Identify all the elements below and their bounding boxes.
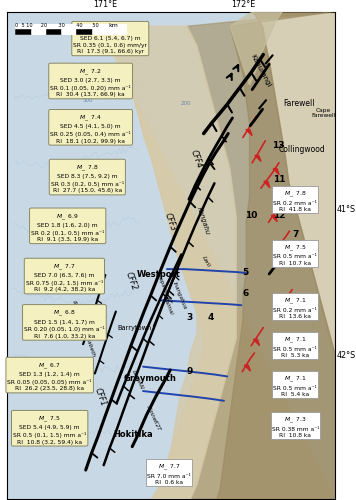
Text: 172°E: 172°E: [231, 0, 255, 9]
Text: Kahurangi: Kahurangi: [250, 54, 272, 88]
Bar: [77, 28, 92, 34]
Text: $\it{M}$_  7.5
SED 5.4 (4.9, 5.9) m
SR 0.5 (0.1, 1.5) mm a⁻¹
RI  10.8 (3.2, 59.4: $\it{M}$_ 7.5 SED 5.4 (4.9, 5.9) m SR 0.…: [13, 414, 87, 444]
Text: CFF4: CFF4: [189, 148, 204, 170]
Polygon shape: [264, 182, 270, 188]
Text: Paparoa RF: Paparoa RF: [156, 273, 173, 304]
Polygon shape: [277, 308, 283, 314]
Text: 5: 5: [242, 268, 249, 277]
Text: Greymouth: Greymouth: [123, 374, 176, 383]
Text: $\it{M}$_  7.7
SED 7.0 (6.3, 7.6) m
SR 0.75 (0.2, 1.5) mm a⁻¹
RI  9.2 (4.2, 38.2: $\it{M}$_ 7.7 SED 7.0 (6.3, 7.6) m SR 0.…: [26, 262, 103, 292]
Text: $\it{M}$_  6.7
SED 1.3 (1.2, 1.4) m
SR 0.05 (0.05, 0.05) mm a⁻¹
RI  26.2 (23.5, : $\it{M}$_ 6.7 SED 1.3 (1.2, 1.4) m SR 0.…: [7, 362, 92, 392]
Text: Barrytown: Barrytown: [117, 324, 151, 330]
Text: $\it{M}$_  7.5
SR 0.5 mm a⁻¹
RI  10.7 ka: $\it{M}$_ 7.5 SR 0.5 mm a⁻¹ RI 10.7 ka: [273, 244, 317, 266]
Text: 12: 12: [273, 211, 286, 220]
Polygon shape: [271, 216, 277, 222]
Text: 10: 10: [245, 211, 257, 220]
Polygon shape: [187, 12, 335, 500]
Text: 200: 200: [180, 101, 191, 106]
Polygon shape: [99, 12, 335, 500]
Text: Cape
Farewell: Cape Farewell: [311, 108, 335, 118]
Polygon shape: [286, 296, 292, 302]
Text: Lwii: Lwii: [201, 255, 211, 268]
Text: Kongahu: Kongahu: [196, 206, 210, 236]
Text: $\it{M}$_  7.7
SR 7.0 mm a⁻¹
RI  0.6 ka: $\it{M}$_ 7.7 SR 7.0 mm a⁻¹ RI 0.6 ka: [147, 463, 191, 485]
Text: CFF1: CFF1: [93, 386, 108, 407]
Text: 8: 8: [293, 248, 299, 258]
Polygon shape: [246, 130, 252, 136]
Polygon shape: [217, 12, 335, 500]
Text: Farewell: Farewell: [283, 99, 314, 108]
Text: 42°S: 42°S: [336, 351, 356, 360]
Bar: [92, 28, 107, 34]
Text: 7: 7: [293, 230, 299, 239]
Text: $\it{M}$_  7.8
SED 8.3 (7.5, 9.2) m
SR 0.3 (0.2, 0.5) mm a⁻¹
RI  27.7 (15.0, 45.: $\it{M}$_ 7.8 SED 8.3 (7.5, 9.2) m SR 0.…: [51, 164, 124, 194]
Text: 11: 11: [273, 176, 286, 184]
Text: Hokitika: Hokitika: [114, 430, 153, 440]
Polygon shape: [280, 202, 287, 208]
Text: $\it{M}$_  7.6
SED 6.1 (5.4, 6.7) m
SR 0.35 (0.1, 0.6) mm/yr
RI  17.3 (9.1, 66.6: $\it{M}$_ 7.6 SED 6.1 (5.4, 6.7) m SR 0.…: [73, 26, 147, 54]
Bar: [46, 28, 61, 34]
Text: Elizabeth: Elizabeth: [83, 330, 96, 358]
Text: Westport: Westport: [136, 270, 180, 280]
Text: 6: 6: [242, 289, 249, 298]
Text: $\it{M}$_  7.4
SED 4.5 (4.1, 5.0) m
SR 0.25 (0.05, 0.4) mm a⁻¹
RI  18.1 (10.2, 9: $\it{M}$_ 7.4 SED 4.5 (4.1, 5.0) m SR 0.…: [50, 114, 131, 144]
Text: CFF3: CFF3: [163, 212, 178, 233]
Bar: [15, 24, 127, 35]
Text: km: km: [109, 23, 119, 28]
Text: BrunAN: BrunAN: [131, 370, 144, 390]
Text: 9: 9: [187, 367, 193, 376]
Polygon shape: [279, 244, 284, 250]
Text: $\it{M}$_  7.1
SR 0.5 mm a⁻¹
RI  5.3 ka: $\it{M}$_ 7.1 SR 0.5 mm a⁻¹ RI 5.3 ka: [273, 336, 317, 358]
Polygon shape: [255, 156, 261, 162]
Text: 171°E: 171°E: [93, 0, 117, 9]
Bar: [61, 28, 77, 34]
Text: $\it{M}$_  7.1
SR 0.5 mm a⁻¹
RI  5.4 ka: $\it{M}$_ 7.1 SR 0.5 mm a⁻¹ RI 5.4 ka: [273, 375, 317, 397]
Text: $\it{M}$_  6.8
SED 1.5 (1.4, 1.7) m
SR 0.20 (0.05, 1.0) mm a⁻¹
RI  7.6 (1.0, 33.: $\it{M}$_ 6.8 SED 1.5 (1.4, 1.7) m SR 0.…: [24, 309, 105, 338]
Polygon shape: [273, 168, 279, 175]
Bar: [15, 28, 31, 34]
Text: CFF2: CFF2: [124, 270, 138, 291]
Text: Maimai: Maimai: [162, 295, 174, 316]
Text: $\it{M}$_  6.9
SED 1.8 (1.6, 2.0) m
SR 0.2 (0.1, 0.5) mm a⁻¹
RI  9.1 (3.3, 19.9): $\it{M}$_ 6.9 SED 1.8 (1.6, 2.0) m SR 0.…: [31, 212, 104, 242]
Text: 500: 500: [82, 98, 93, 103]
Text: 41°S: 41°S: [336, 204, 355, 214]
Polygon shape: [253, 340, 260, 345]
Text: Razorback: Razorback: [71, 300, 86, 330]
Polygon shape: [230, 12, 282, 85]
Polygon shape: [99, 26, 236, 500]
Text: 13: 13: [272, 140, 284, 149]
Text: Inangahua: Inangahua: [172, 281, 188, 310]
Text: $\it{M}$_  7.2
SED 3.0 (2.7, 3.3) m
SR 0.1 (0.05, 0.20) mm a⁻¹
RI  30.4 (13.7, 6: $\it{M}$_ 7.2 SED 3.0 (2.7, 3.3) m SR 0.…: [50, 68, 131, 98]
Text: 4: 4: [208, 314, 214, 322]
Bar: [31, 28, 46, 34]
Text: $\it{M}$_  7.8
SR 0.2 mm a⁻¹
RI  41.8 ka: $\it{M}$_ 7.8 SR 0.2 mm a⁻¹ RI 41.8 ka: [273, 190, 317, 212]
Polygon shape: [244, 365, 251, 371]
Text: AlpineK2T: AlpineK2T: [146, 404, 162, 431]
Text: $\it{M}$_  7.1
SR 0.2 mm a⁻¹
RI  13.6 ka: $\it{M}$_ 7.1 SR 0.2 mm a⁻¹ RI 13.6 ka: [273, 297, 317, 319]
Text: $\it{M}$_  7.3
SR 0.38 mm a⁻¹
RI  10.8 ka: $\it{M}$_ 7.3 SR 0.38 mm a⁻¹ RI 10.8 ka: [272, 416, 319, 438]
Text: 3: 3: [187, 314, 193, 322]
Text: Collingwood: Collingwood: [278, 144, 325, 154]
Text: 0  5 10     20       30       40      50: 0 5 10 20 30 40 50: [15, 22, 99, 28]
